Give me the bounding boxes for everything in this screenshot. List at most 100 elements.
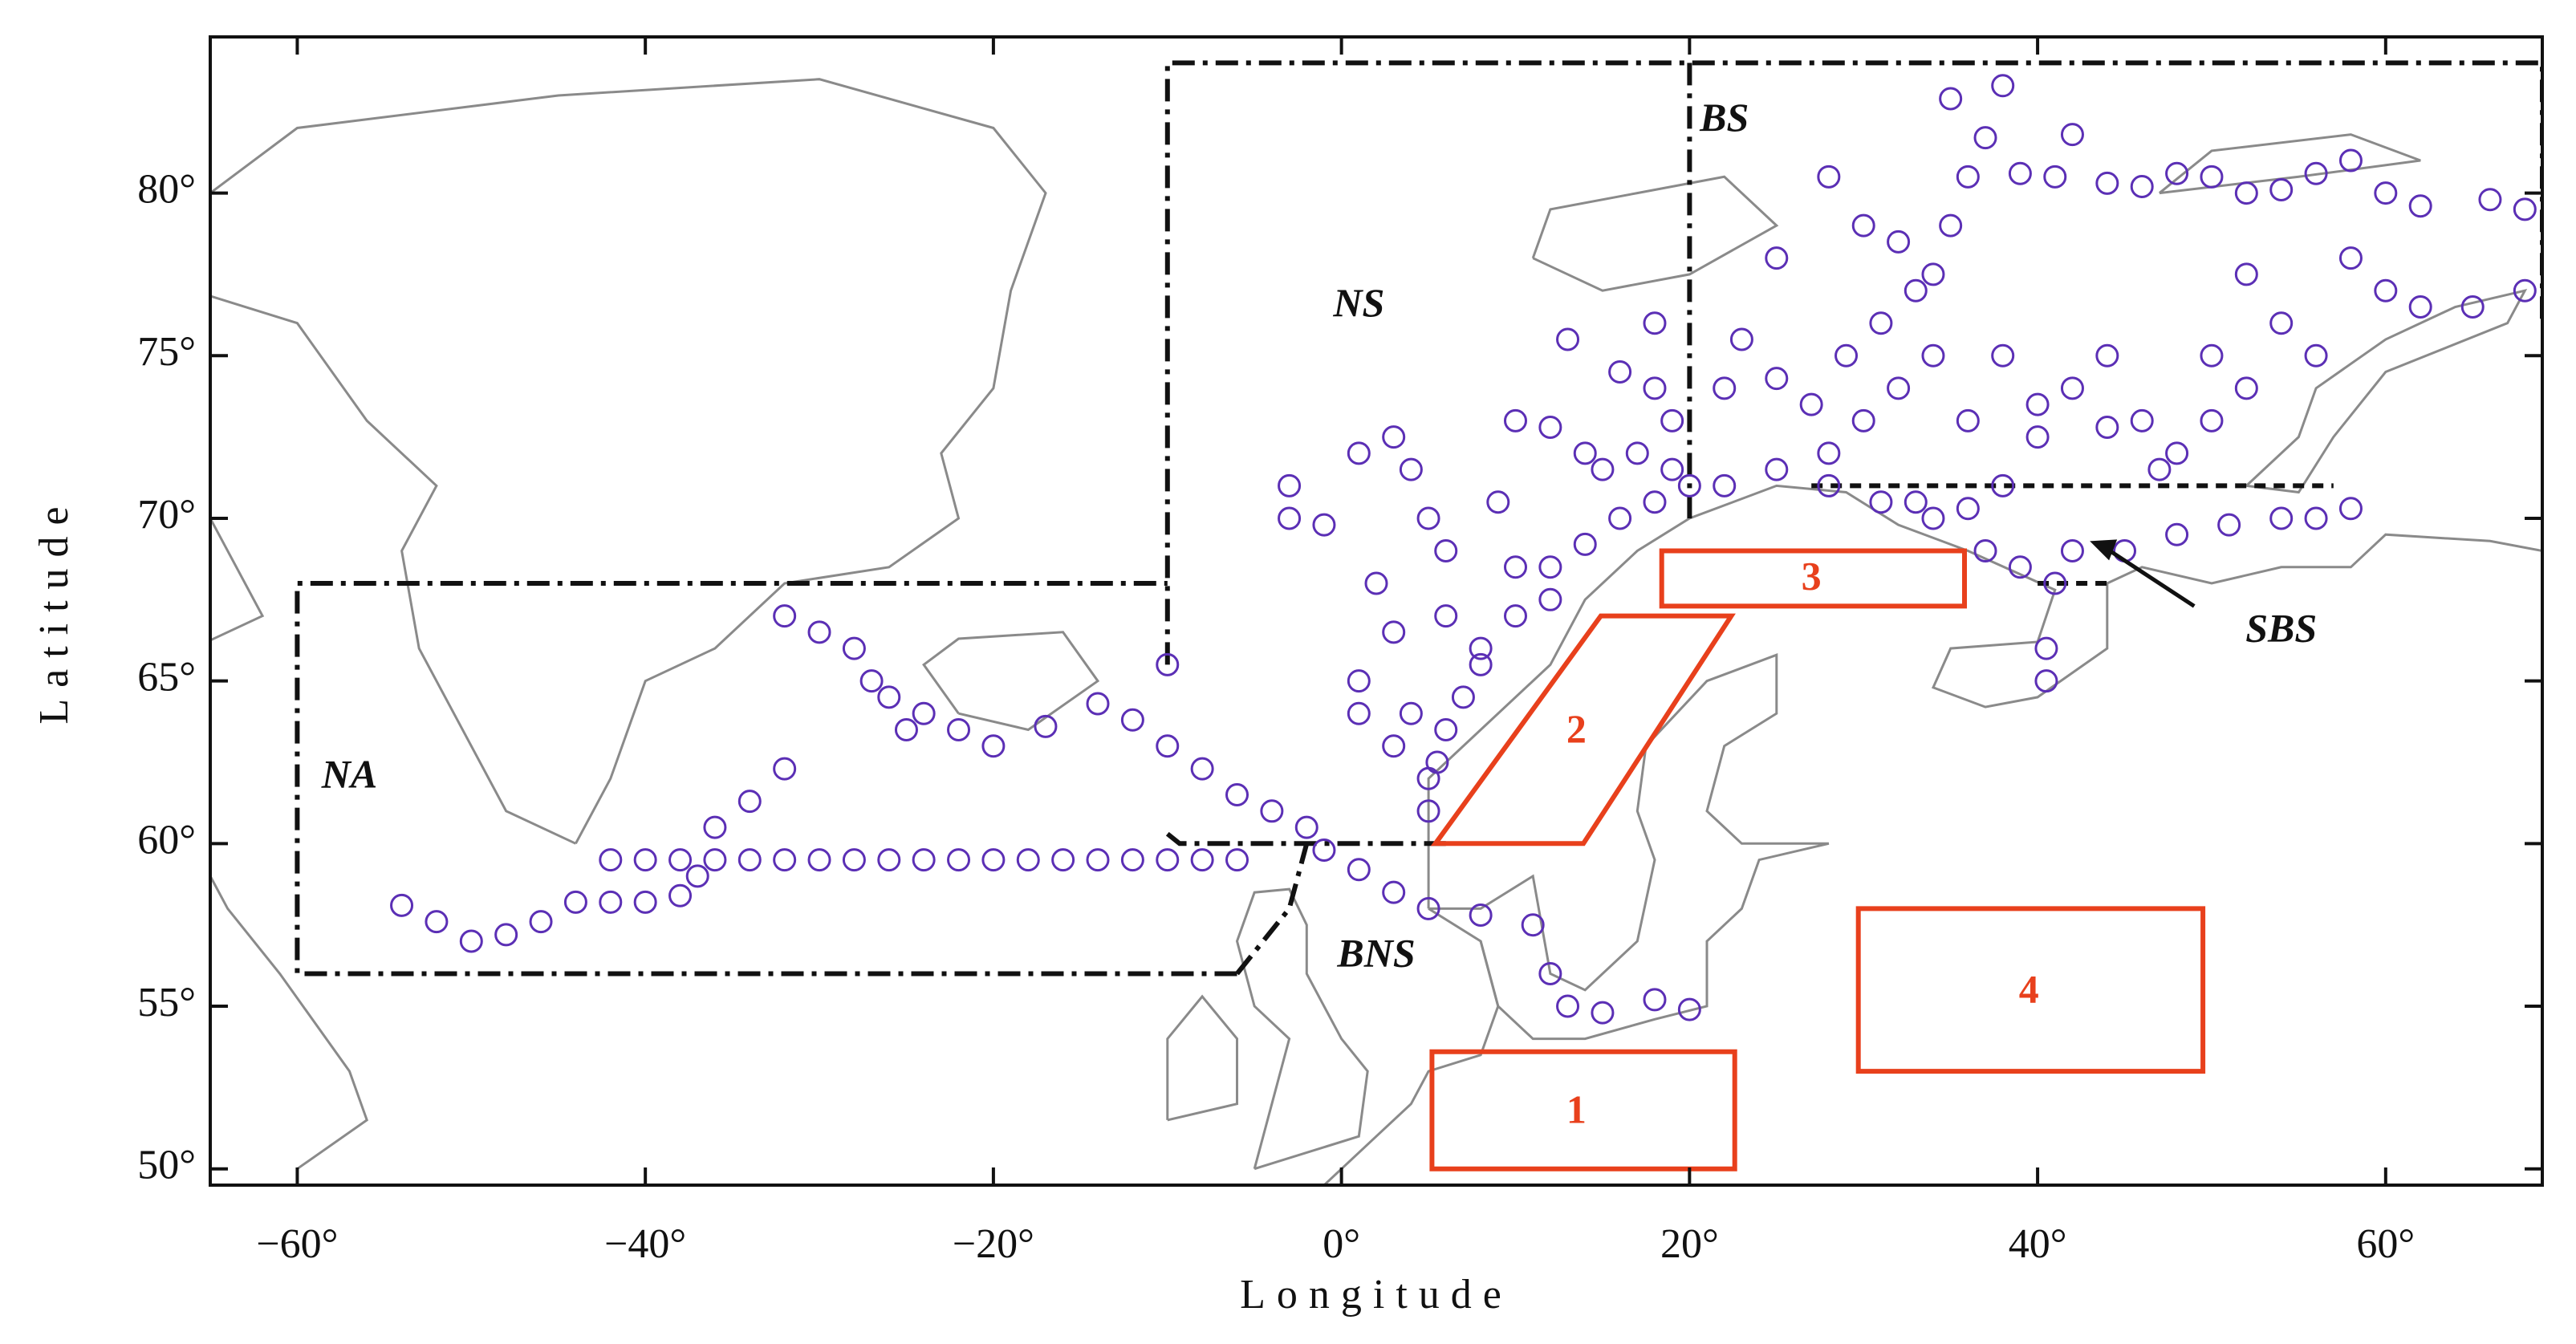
data-point xyxy=(2130,408,2154,432)
data-point xyxy=(2095,415,2119,439)
data-point xyxy=(633,890,657,914)
box-label: 4 xyxy=(2019,966,2039,1011)
coastline xyxy=(1531,175,1779,292)
data-point xyxy=(1956,497,1980,521)
data-point xyxy=(1956,164,1980,189)
data-point xyxy=(947,717,971,741)
data-point xyxy=(1156,734,1180,758)
data-point xyxy=(2034,636,2058,660)
data-point xyxy=(459,929,483,953)
data-point xyxy=(1225,783,1249,807)
data-point xyxy=(1225,848,1249,872)
arrow xyxy=(2099,543,2196,608)
x-tick-label: 40° xyxy=(2009,1221,2067,1267)
data-point xyxy=(2234,262,2258,286)
x-tick-label: −40° xyxy=(604,1221,686,1267)
y-tick-label: 60° xyxy=(137,817,196,863)
data-point xyxy=(685,864,709,888)
x-tick-label: 20° xyxy=(1660,1221,1719,1267)
data-point xyxy=(807,620,831,644)
data-point xyxy=(1991,343,2015,367)
data-point xyxy=(2304,506,2328,530)
data-point xyxy=(2374,278,2398,303)
data-point xyxy=(1347,701,1371,725)
study-box xyxy=(1659,548,1967,609)
data-point xyxy=(1434,717,1458,741)
data-point xyxy=(1503,408,1527,432)
data-point xyxy=(1469,636,1493,660)
data-point xyxy=(842,848,866,872)
data-point xyxy=(1834,343,1859,367)
data-point xyxy=(1051,848,1075,872)
data-point xyxy=(599,890,623,914)
data-point xyxy=(1921,343,1945,367)
data-point xyxy=(1278,473,1302,497)
data-point xyxy=(1503,604,1527,628)
region-boundary xyxy=(295,581,1237,977)
data-point xyxy=(1869,490,1893,514)
data-point xyxy=(1382,425,1406,449)
data-point xyxy=(1016,848,1040,872)
data-point xyxy=(1416,799,1440,823)
data-point xyxy=(2269,311,2294,335)
data-point xyxy=(2200,164,2224,189)
data-point xyxy=(2338,246,2363,270)
data-point xyxy=(1278,506,1302,530)
data-point xyxy=(1416,766,1440,790)
data-point xyxy=(2095,171,2119,195)
data-point xyxy=(737,790,762,814)
data-point xyxy=(1851,213,1875,238)
data-point xyxy=(1086,848,1110,872)
data-point xyxy=(1591,1001,1615,1025)
data-point xyxy=(1904,490,1928,514)
data-point xyxy=(877,685,901,709)
data-point xyxy=(2269,178,2294,202)
data-point xyxy=(912,701,936,725)
y-tick-label: 70° xyxy=(137,492,196,538)
data-point xyxy=(2513,197,2537,221)
data-point xyxy=(1973,126,1997,150)
data-point xyxy=(633,848,657,872)
data-point xyxy=(1573,532,1597,556)
data-point xyxy=(1573,441,1597,465)
data-point xyxy=(1869,311,1893,335)
data-point xyxy=(2217,513,2241,537)
data-point xyxy=(1294,815,1318,839)
data-point xyxy=(1086,692,1110,716)
data-point xyxy=(1625,441,1649,465)
data-point xyxy=(1434,539,1458,563)
data-point xyxy=(947,848,971,872)
data-point xyxy=(2234,376,2258,400)
data-point xyxy=(1799,392,1823,416)
region-label: BNS xyxy=(1336,931,1415,976)
data-point xyxy=(981,848,1006,872)
data-point xyxy=(1364,571,1388,595)
coastline xyxy=(2158,133,2421,195)
coastline xyxy=(1428,653,1830,1041)
data-point xyxy=(894,717,918,741)
x-axis-label: Longitude xyxy=(1240,1272,1513,1318)
coastline xyxy=(922,631,1100,732)
x-tick-label: 0° xyxy=(1323,1221,1360,1267)
data-point xyxy=(1469,903,1493,928)
data-point xyxy=(1312,838,1336,862)
data-point xyxy=(2060,539,2084,563)
data-point xyxy=(1538,415,1562,439)
data-point xyxy=(2200,408,2224,432)
data-point xyxy=(2130,174,2154,198)
y-tick-label: 75° xyxy=(137,329,196,375)
study-box xyxy=(1430,613,1736,847)
regions xyxy=(295,60,2542,1171)
axes: −60° −40° −20° 0° 20° 40° 60° 50° 55° 60° 65° 70° 75… xyxy=(137,37,2542,1267)
y-tick-label: 50° xyxy=(137,1143,196,1188)
data-point xyxy=(2269,506,2294,530)
y-axis-label: Latitude xyxy=(31,495,77,724)
region-label: BS xyxy=(1699,95,1749,140)
data-point xyxy=(807,848,831,872)
data-point xyxy=(1156,652,1180,676)
region-label: NA xyxy=(321,752,377,797)
data-point xyxy=(1503,555,1527,579)
data-point xyxy=(563,890,587,914)
data-point xyxy=(1347,858,1371,882)
data-point xyxy=(1643,376,1667,400)
